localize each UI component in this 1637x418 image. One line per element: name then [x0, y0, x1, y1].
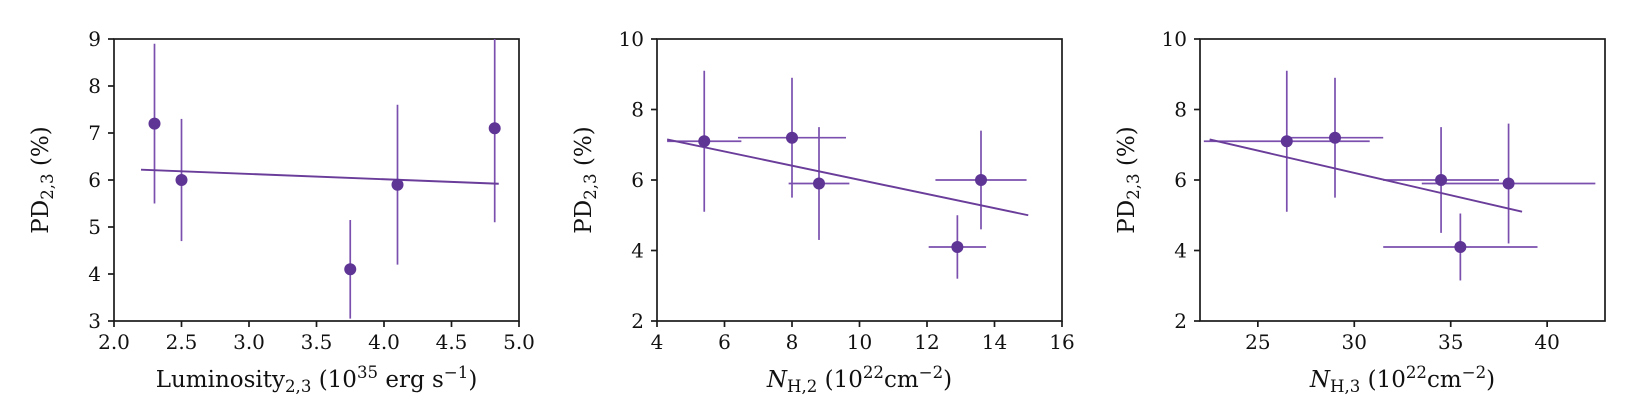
x-axis-label: Luminosity2,3 (1035 erg s−1): [156, 363, 478, 396]
y-tick-label: 8: [88, 74, 101, 98]
data-layer: [1203, 70, 1596, 281]
x-tick-label: 3.5: [301, 330, 333, 354]
data-point: [1502, 177, 1515, 190]
x-axis-label: NH,2 (1022cm−2): [766, 363, 952, 396]
data-point: [951, 240, 964, 253]
panel-pd-vs-nh2: 4 6 8 10 12 14 16 2 4 6 8 10 NH,2 (1022cm−2) PD2,3 (%…: [557, 9, 1092, 413]
data-point: [698, 135, 711, 148]
y-tick-label: 4: [1174, 239, 1187, 263]
x-tick-label: 4.0: [368, 330, 400, 354]
data-layer: [140, 39, 501, 319]
x-tick-label: 2.5: [166, 330, 198, 354]
data-layer: [666, 70, 1029, 279]
x-tick-label: 5.0: [503, 330, 535, 354]
y-tick-label: 9: [88, 27, 101, 51]
data-point: [975, 174, 987, 186]
y-tick-label: 8: [631, 98, 644, 122]
data-point: [148, 117, 161, 130]
data-point: [391, 178, 404, 191]
plot-box: [113, 38, 520, 322]
panel-pd-vs-luminosity: 2.0 2.5 3.0 3.5 4.0 4.5 5.0 3 4 5 6 7 8 9 Luminosity2,…: [14, 9, 549, 413]
data-point: [488, 122, 501, 135]
data-point: [1280, 135, 1293, 148]
x-tick-label: 2.0: [98, 330, 130, 354]
data-point: [1454, 240, 1467, 253]
x-tick-label: 8: [786, 330, 799, 354]
fit-line: [666, 138, 1029, 217]
data-point: [175, 174, 188, 186]
y-tick-label: 7: [88, 121, 101, 145]
x-tick-label: 40: [1534, 330, 1559, 354]
x-tick-label: 30: [1342, 330, 1367, 354]
x-tick-label: 12: [914, 330, 939, 354]
data-point: [1435, 174, 1448, 186]
y-tick-label: 10: [1162, 27, 1187, 51]
x-tick-label: 14: [982, 330, 1007, 354]
panel-pd-vs-nh3: 25 30 35 40 2 4 6 8 10 NH,3 (1022cm−2) PD2,3 (%): [1100, 9, 1635, 413]
chart-pd-vs-luminosity: 2.0 2.5 3.0 3.5 4.0 4.5 5.0 3 4 5 6 7 8 9 Luminosity2,…: [28, 27, 535, 396]
x-axis-label: NH,3 (1022cm−2): [1309, 363, 1495, 396]
x-tick-label: 25: [1245, 330, 1270, 354]
x-tick-label: 10: [847, 330, 872, 354]
y-tick-label: 3: [88, 309, 101, 333]
data-point: [1329, 131, 1341, 144]
y-axis-label: PD2,3 (%): [28, 126, 57, 233]
y-tick-label: 2: [631, 309, 644, 333]
data-point: [786, 131, 798, 144]
y-tick-label: 5: [88, 215, 101, 239]
y-tick-label: 10: [619, 27, 644, 51]
y-axis-label: PD2,3 (%): [1114, 126, 1143, 233]
x-tick-label: 4.5: [436, 330, 468, 354]
y-tick-label: 2: [1174, 309, 1187, 333]
y-tick-label: 8: [1174, 98, 1187, 122]
y-tick-label: 4: [88, 262, 101, 286]
x-tick-label: 3.0: [233, 330, 265, 354]
x-tick-label: 16: [1049, 330, 1074, 354]
y-axis-label: PD2,3 (%): [571, 126, 600, 233]
fit-line: [140, 168, 499, 185]
chart-pd-vs-nh3: 25 30 35 40 2 4 6 8 10 NH,3 (1022cm−2) PD2,3 (%): [1114, 27, 1606, 396]
y-tick-label: 6: [88, 168, 101, 192]
x-tick-label: 35: [1438, 330, 1463, 354]
fit-line: [1209, 138, 1523, 213]
x-tick-label: 6: [718, 330, 731, 354]
y-tick-label: 6: [631, 168, 644, 192]
y-tick-label: 6: [1174, 168, 1187, 192]
data-point: [813, 177, 825, 190]
y-tick-label: 4: [631, 239, 644, 263]
x-tick-label: 4: [651, 330, 664, 354]
data-point: [344, 263, 357, 276]
